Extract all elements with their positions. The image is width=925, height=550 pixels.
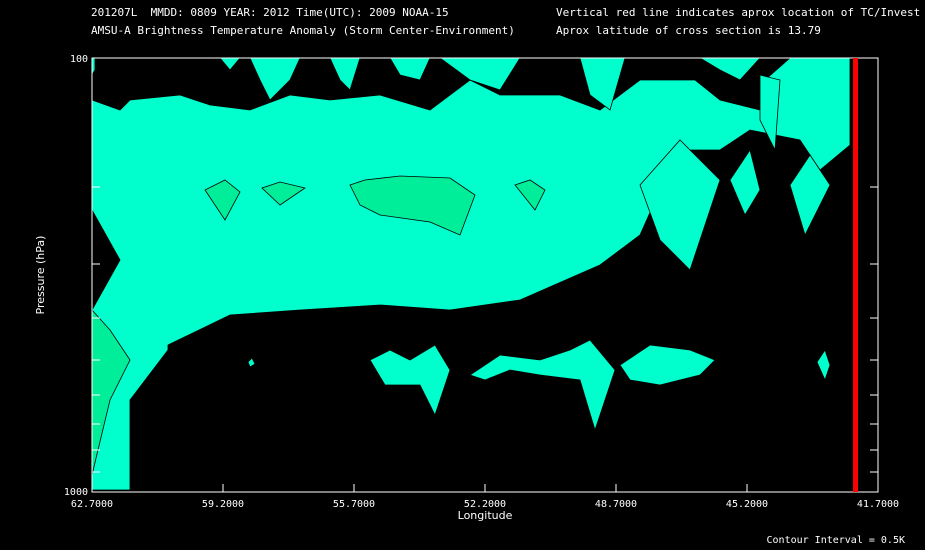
anomaly-region [514,179,546,211]
y-tick-label-1000: 1000 [64,487,88,498]
anomaly-region [789,154,831,237]
anomaly-region [619,344,716,386]
anomaly-region [261,181,306,206]
anomaly-region [369,344,451,417]
y-ticks-right [870,186,878,473]
x-tick-label: 41.7000 [857,499,899,510]
anomaly-region [349,175,476,236]
y-axis-label: Pressure (hPa) [34,236,47,315]
anomaly-region [204,179,241,221]
anomaly-region [759,74,781,152]
x-ticks [91,484,879,492]
anomaly-region [816,349,831,382]
x-tick-label: 59.2000 [202,499,244,510]
plot-frame [91,57,879,493]
contour-interval-label: Contour Interval = 0.5K [767,535,905,546]
x-tick-label: 45.2000 [726,499,768,510]
header-line2-left: AMSU-A Brightness Temperature Anomaly (S… [91,24,515,37]
y-tick-label-100: 100 [70,54,88,65]
anomaly-region [639,139,721,271]
x-tick-label: 62.7000 [71,499,113,510]
x-tick-label: 48.7000 [595,499,637,510]
header-line2-right: Aprox latitude of cross section is 13.79 [556,24,821,37]
x-tick-labels: 62.7000 59.2000 55.7000 52.2000 48.7000 45.20… [71,499,899,510]
anomaly-level-1-regions [91,57,851,491]
y-ticks-left [92,186,100,473]
x-tick-label: 55.7000 [333,499,375,510]
anomaly-region [469,339,616,432]
x-tick-label: 52.2000 [464,499,506,510]
x-axis-label: Longitude [458,509,513,522]
header-line1-right: Vertical red line indicates aprox locati… [556,6,921,19]
plot-area [91,57,878,492]
anomaly-region [247,357,256,368]
anomaly-region [729,149,761,216]
header-line1-left: 201207L MMDD: 0809 YEAR: 2012 Time(UTC):… [91,6,449,19]
